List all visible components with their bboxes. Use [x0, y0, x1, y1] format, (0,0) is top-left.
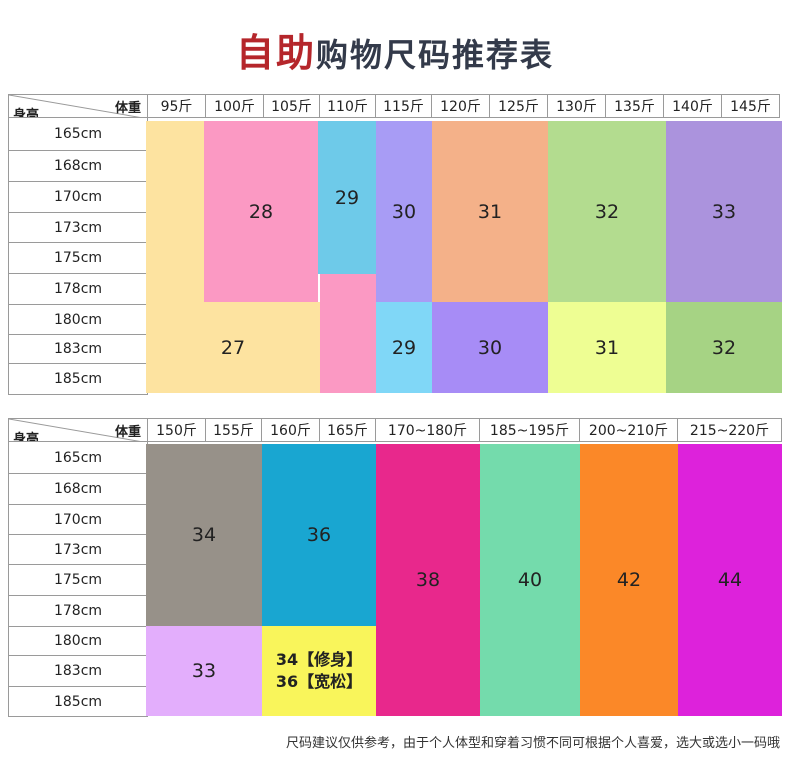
height-row-3: 173cm	[8, 535, 148, 565]
weight-header-5: 185~195斤	[479, 418, 580, 442]
size-29-block: 29	[318, 121, 376, 274]
weight-header-6: 200~210斤	[579, 418, 678, 442]
height-row-5: 178cm	[8, 596, 148, 627]
size-36-block: 36	[262, 444, 376, 626]
corner-cell: 体重 身高	[8, 418, 148, 442]
size-34-36-block: 34【修身】 36【宽松】	[262, 626, 376, 716]
size-40-block: 40	[480, 444, 580, 716]
weight-header-8: 135斤	[605, 94, 664, 118]
size-31-block-tall: 31	[548, 302, 666, 393]
weight-header-0: 95斤	[147, 94, 206, 118]
weight-header-3: 110斤	[319, 94, 376, 118]
weight-header-4: 170~180斤	[375, 418, 480, 442]
weight-header-1: 155斤	[205, 418, 262, 442]
weight-header-3: 165斤	[319, 418, 376, 442]
footnote: 尺码建议仅供参考，由于个人体型和穿着习惯不同可根据个人喜爱，选大或选小一码哦	[285, 736, 780, 751]
height-row-6: 180cm	[8, 627, 148, 656]
height-row-1: 168cm	[8, 474, 148, 505]
weight-header-2: 105斤	[263, 94, 320, 118]
size-table-1: 体重 身高 95斤 100斤 105斤 110斤 115斤 120斤 125斤 130斤 135…	[8, 94, 782, 395]
weight-header-4: 115斤	[375, 94, 432, 118]
size-29-block-tall: 29	[376, 302, 432, 393]
height-row-7: 183cm	[8, 335, 148, 364]
size-30-block-tall: 30	[432, 302, 548, 393]
weight-header-6: 125斤	[489, 94, 548, 118]
size-33-block: 33	[666, 121, 782, 302]
weight-header-1: 100斤	[205, 94, 264, 118]
size-32-block: 32	[548, 121, 666, 302]
size-28-block-lower	[320, 274, 376, 393]
height-row-8: 185cm	[8, 687, 148, 717]
size-table-2: 体重 身高 150斤 155斤 160斤 165斤 170~180斤 185~195斤 20…	[8, 418, 782, 718]
height-row-0: 165cm	[8, 442, 148, 474]
size-30-block: 30	[376, 121, 432, 302]
weight-header-7: 215~220斤	[677, 418, 782, 442]
size-33-block: 33	[146, 626, 262, 716]
corner-cell: 体重 身高	[8, 94, 148, 118]
weight-header-2: 160斤	[261, 418, 320, 442]
weight-header-0: 150斤	[147, 418, 206, 442]
height-row-5: 178cm	[8, 274, 148, 305]
size-38-block: 38	[376, 444, 480, 716]
size-32-block-tall: 32	[666, 302, 782, 393]
size-34-block: 34	[146, 444, 262, 626]
height-row-2: 170cm	[8, 505, 148, 535]
height-row-1: 168cm	[8, 151, 148, 182]
page-title: 自助购物尺码推荐表	[235, 31, 555, 75]
height-row-4: 175cm	[8, 565, 148, 596]
size-42-block: 42	[580, 444, 678, 716]
height-row-3: 173cm	[8, 213, 148, 243]
height-row-4: 175cm	[8, 243, 148, 274]
size-27-block	[146, 121, 204, 302]
height-row-6: 180cm	[8, 305, 148, 335]
weight-header-5: 120斤	[431, 94, 490, 118]
size-28-block: 28	[204, 121, 318, 302]
height-row-0: 165cm	[8, 118, 148, 151]
size-31-block: 31	[432, 121, 548, 302]
size-44-block: 44	[678, 444, 782, 716]
weight-header-10: 145斤	[721, 94, 780, 118]
height-row-2: 170cm	[8, 182, 148, 213]
weight-header-9: 140斤	[663, 94, 722, 118]
size-27-block-bottom: 27	[146, 302, 320, 393]
height-row-8: 185cm	[8, 364, 148, 395]
weight-header-7: 130斤	[547, 94, 606, 118]
height-row-7: 183cm	[8, 656, 148, 687]
